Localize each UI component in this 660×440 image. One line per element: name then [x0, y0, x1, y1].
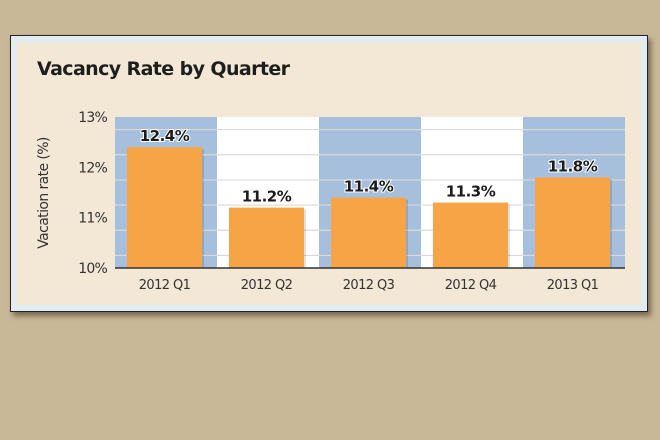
data-label: 11.3% [446, 183, 496, 201]
chart-title: Vacancy Rate by Quarter [37, 58, 290, 80]
y-tick-label: 11% [78, 211, 107, 227]
x-tick-label: 2012 Q4 [445, 278, 497, 293]
data-label: 12.4% [140, 127, 190, 145]
bar [535, 177, 610, 268]
x-tick-label: 2013 Q1 [547, 278, 599, 293]
y-axis-label: Vacation rate (%) [36, 137, 52, 249]
y-tick-label: 12% [78, 160, 107, 176]
bar [433, 202, 508, 268]
data-label: 11.2% [242, 188, 292, 206]
x-tick-label: 2012 Q3 [343, 278, 395, 293]
data-label: 11.8% [548, 157, 598, 175]
y-tick-label: 13% [78, 110, 107, 126]
bar [331, 197, 406, 268]
data-label: 11.4% [344, 178, 394, 196]
x-tick-label: 2012 Q2 [241, 278, 293, 293]
x-tick-label: 2012 Q1 [139, 278, 191, 293]
y-tick-label: 10% [78, 261, 107, 277]
bar [127, 147, 202, 268]
bar [229, 207, 304, 268]
